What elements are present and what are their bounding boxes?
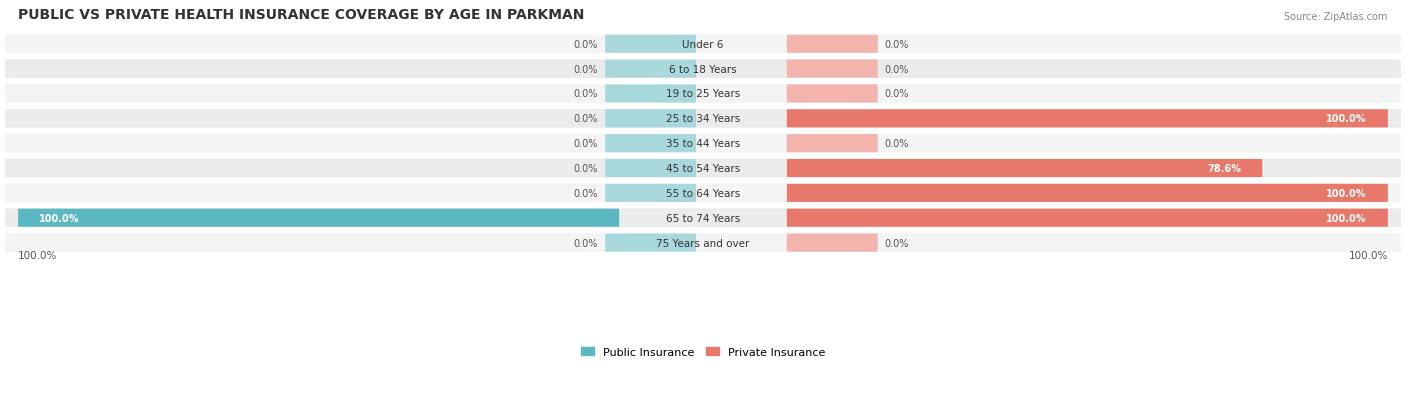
Text: 6 to 18 Years: 6 to 18 Years	[669, 64, 737, 74]
Text: 45 to 54 Years: 45 to 54 Years	[666, 164, 740, 173]
Text: 65 to 74 Years: 65 to 74 Years	[666, 213, 740, 223]
FancyBboxPatch shape	[787, 135, 877, 153]
Text: 0.0%: 0.0%	[574, 238, 598, 248]
FancyBboxPatch shape	[4, 208, 1402, 229]
FancyBboxPatch shape	[787, 36, 877, 54]
FancyBboxPatch shape	[787, 60, 877, 78]
Text: 100.0%: 100.0%	[1326, 213, 1367, 223]
FancyBboxPatch shape	[605, 184, 696, 202]
FancyBboxPatch shape	[18, 209, 619, 227]
Text: Source: ZipAtlas.com: Source: ZipAtlas.com	[1285, 12, 1388, 22]
Text: 78.6%: 78.6%	[1208, 164, 1241, 173]
Text: 100.0%: 100.0%	[1348, 250, 1388, 260]
Text: 0.0%: 0.0%	[574, 64, 598, 74]
Text: 0.0%: 0.0%	[574, 188, 598, 198]
Text: 0.0%: 0.0%	[574, 114, 598, 124]
FancyBboxPatch shape	[787, 209, 1388, 227]
FancyBboxPatch shape	[787, 159, 1263, 178]
FancyBboxPatch shape	[4, 233, 1402, 254]
Text: 35 to 44 Years: 35 to 44 Years	[666, 139, 740, 149]
FancyBboxPatch shape	[605, 135, 696, 153]
FancyBboxPatch shape	[605, 110, 696, 128]
Text: 55 to 64 Years: 55 to 64 Years	[666, 188, 740, 198]
Text: 0.0%: 0.0%	[884, 139, 910, 149]
Text: 0.0%: 0.0%	[574, 164, 598, 173]
Text: 0.0%: 0.0%	[884, 238, 910, 248]
FancyBboxPatch shape	[605, 36, 696, 54]
Text: 100.0%: 100.0%	[1326, 114, 1367, 124]
Text: 25 to 34 Years: 25 to 34 Years	[666, 114, 740, 124]
FancyBboxPatch shape	[605, 85, 696, 103]
Legend: Public Insurance, Private Insurance: Public Insurance, Private Insurance	[576, 342, 830, 361]
FancyBboxPatch shape	[4, 133, 1402, 154]
Text: 100.0%: 100.0%	[39, 213, 80, 223]
FancyBboxPatch shape	[4, 183, 1402, 204]
Text: 0.0%: 0.0%	[574, 139, 598, 149]
FancyBboxPatch shape	[4, 109, 1402, 129]
Text: 0.0%: 0.0%	[884, 40, 910, 50]
FancyBboxPatch shape	[4, 34, 1402, 55]
FancyBboxPatch shape	[787, 110, 1388, 128]
Text: 0.0%: 0.0%	[574, 89, 598, 99]
Text: 19 to 25 Years: 19 to 25 Years	[666, 89, 740, 99]
FancyBboxPatch shape	[787, 85, 877, 103]
FancyBboxPatch shape	[605, 159, 696, 178]
Text: 75 Years and over: 75 Years and over	[657, 238, 749, 248]
FancyBboxPatch shape	[4, 59, 1402, 80]
Text: 0.0%: 0.0%	[884, 89, 910, 99]
FancyBboxPatch shape	[787, 184, 1388, 202]
FancyBboxPatch shape	[605, 60, 696, 78]
Text: 0.0%: 0.0%	[574, 40, 598, 50]
FancyBboxPatch shape	[787, 234, 877, 252]
Text: Under 6: Under 6	[682, 40, 724, 50]
Text: 0.0%: 0.0%	[884, 64, 910, 74]
FancyBboxPatch shape	[4, 84, 1402, 104]
Text: 100.0%: 100.0%	[18, 250, 58, 260]
FancyBboxPatch shape	[605, 234, 696, 252]
Text: 100.0%: 100.0%	[1326, 188, 1367, 198]
Text: PUBLIC VS PRIVATE HEALTH INSURANCE COVERAGE BY AGE IN PARKMAN: PUBLIC VS PRIVATE HEALTH INSURANCE COVER…	[18, 8, 585, 22]
FancyBboxPatch shape	[4, 158, 1402, 179]
